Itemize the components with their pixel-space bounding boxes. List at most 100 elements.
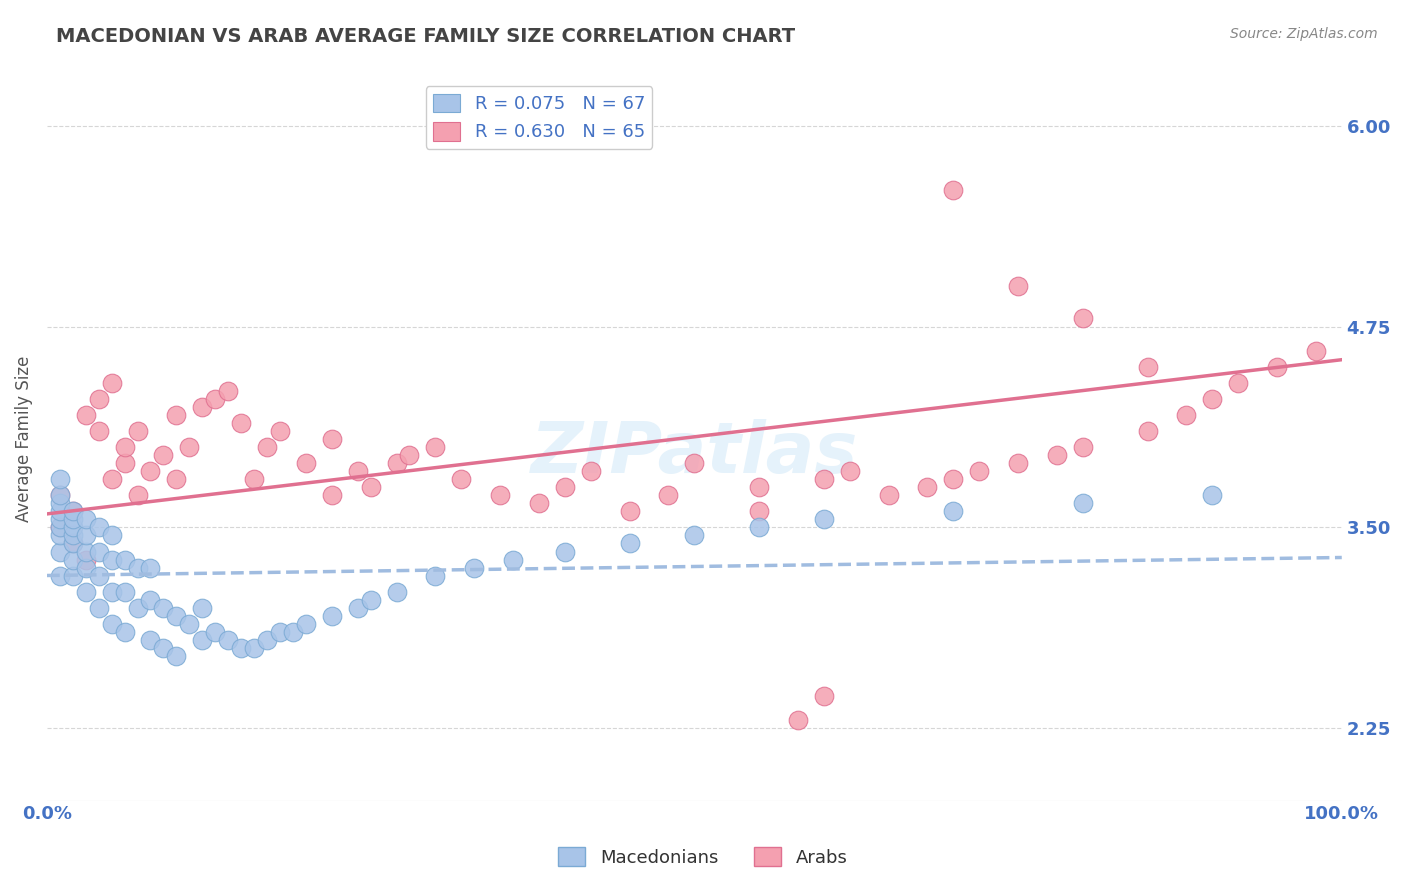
Point xyxy=(127,560,149,574)
Point xyxy=(502,552,524,566)
Legend: R = 0.075   N = 67, R = 0.630   N = 65: R = 0.075 N = 67, R = 0.630 N = 65 xyxy=(426,87,652,149)
Point xyxy=(75,552,97,566)
Point xyxy=(360,480,382,494)
Point xyxy=(62,568,84,582)
Point xyxy=(967,464,990,478)
Point xyxy=(100,552,122,566)
Point xyxy=(62,512,84,526)
Y-axis label: Average Family Size: Average Family Size xyxy=(15,356,32,522)
Point xyxy=(204,392,226,406)
Point xyxy=(179,616,201,631)
Point xyxy=(49,544,72,558)
Point xyxy=(49,472,72,486)
Point xyxy=(917,480,939,494)
Point xyxy=(204,624,226,639)
Point xyxy=(100,584,122,599)
Point xyxy=(1007,456,1029,470)
Point xyxy=(217,632,239,647)
Point xyxy=(114,456,136,470)
Point xyxy=(838,464,860,478)
Point xyxy=(165,608,187,623)
Point xyxy=(748,504,770,518)
Point xyxy=(100,616,122,631)
Point xyxy=(127,488,149,502)
Point xyxy=(49,528,72,542)
Point xyxy=(450,472,472,486)
Point xyxy=(62,528,84,542)
Point xyxy=(49,520,72,534)
Point xyxy=(127,600,149,615)
Point xyxy=(62,520,84,534)
Point xyxy=(229,640,252,655)
Point xyxy=(87,392,110,406)
Point xyxy=(49,504,72,518)
Point xyxy=(75,408,97,422)
Point xyxy=(114,440,136,454)
Text: Source: ZipAtlas.com: Source: ZipAtlas.com xyxy=(1230,27,1378,41)
Point xyxy=(321,608,343,623)
Point xyxy=(139,464,162,478)
Text: ZIPatlas: ZIPatlas xyxy=(530,419,858,488)
Point xyxy=(1227,376,1250,390)
Point xyxy=(100,472,122,486)
Point xyxy=(100,376,122,390)
Point xyxy=(346,464,368,478)
Point xyxy=(683,456,706,470)
Point xyxy=(527,496,550,510)
Point xyxy=(49,488,72,502)
Point xyxy=(75,584,97,599)
Point xyxy=(62,536,84,550)
Point xyxy=(1071,311,1094,326)
Point xyxy=(1136,424,1159,438)
Point xyxy=(942,183,965,197)
Point xyxy=(49,520,72,534)
Point xyxy=(49,488,72,502)
Point xyxy=(489,488,512,502)
Point xyxy=(398,448,420,462)
Point xyxy=(62,504,84,518)
Point xyxy=(463,560,485,574)
Text: MACEDONIAN VS ARAB AVERAGE FAMILY SIZE CORRELATION CHART: MACEDONIAN VS ARAB AVERAGE FAMILY SIZE C… xyxy=(56,27,796,45)
Point xyxy=(75,512,97,526)
Point xyxy=(748,520,770,534)
Point xyxy=(49,496,72,510)
Point xyxy=(114,624,136,639)
Point xyxy=(942,472,965,486)
Point xyxy=(813,512,835,526)
Point xyxy=(425,568,447,582)
Point xyxy=(165,648,187,663)
Point xyxy=(62,552,84,566)
Point xyxy=(942,504,965,518)
Point xyxy=(360,592,382,607)
Point xyxy=(619,504,641,518)
Point xyxy=(1007,279,1029,293)
Point xyxy=(243,472,266,486)
Point xyxy=(152,600,174,615)
Point xyxy=(87,568,110,582)
Point xyxy=(87,424,110,438)
Point xyxy=(1136,359,1159,374)
Point xyxy=(579,464,602,478)
Point xyxy=(295,456,318,470)
Point xyxy=(256,440,278,454)
Point xyxy=(683,528,706,542)
Point xyxy=(748,480,770,494)
Point xyxy=(787,713,810,727)
Point xyxy=(269,624,291,639)
Point xyxy=(1175,408,1198,422)
Point xyxy=(87,544,110,558)
Point xyxy=(152,640,174,655)
Point xyxy=(281,624,304,639)
Point xyxy=(813,472,835,486)
Point xyxy=(139,592,162,607)
Point xyxy=(62,504,84,518)
Point xyxy=(217,384,239,398)
Point xyxy=(1071,440,1094,454)
Point xyxy=(229,416,252,430)
Point xyxy=(1201,488,1223,502)
Point xyxy=(554,480,576,494)
Point xyxy=(385,584,408,599)
Point xyxy=(127,424,149,438)
Point xyxy=(165,472,187,486)
Point xyxy=(75,544,97,558)
